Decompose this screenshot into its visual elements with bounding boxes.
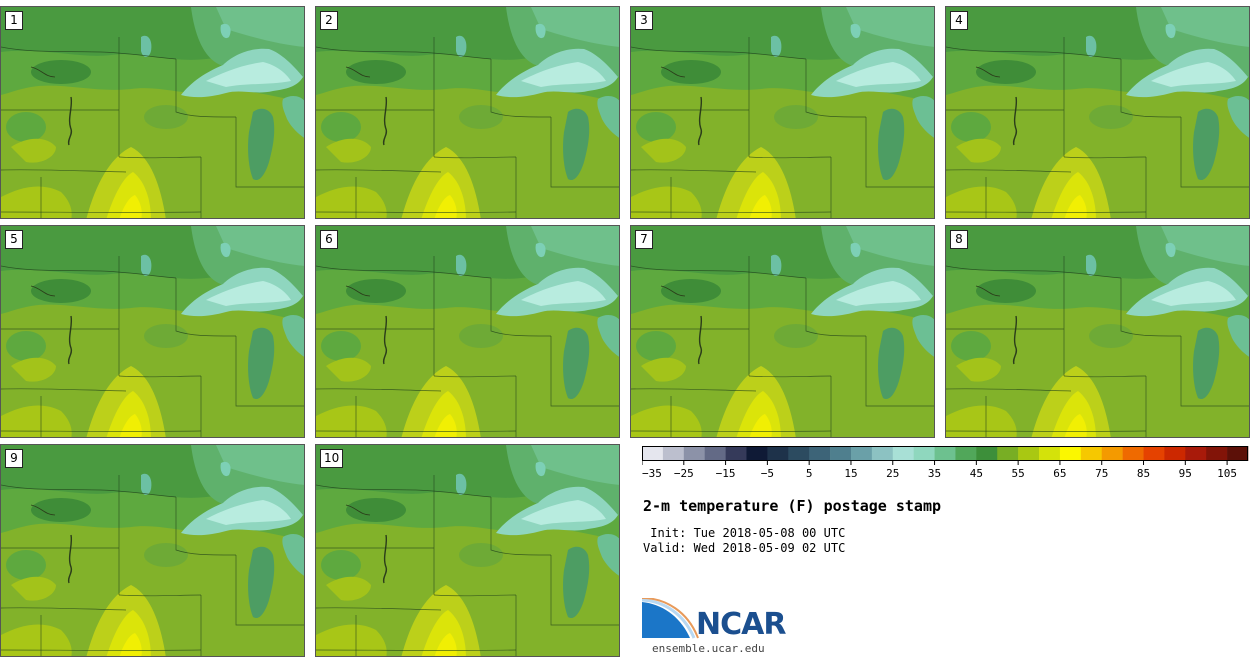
member-number-label: 5 [5, 230, 23, 249]
member-number-label: 4 [950, 11, 968, 30]
temperature-map [316, 445, 620, 657]
temperature-map [316, 226, 620, 438]
ensemble-member-panel-9: 9 [0, 444, 305, 657]
colorbar-tick-label: −25 [674, 467, 694, 480]
member-number-label: 8 [950, 230, 968, 249]
ensemble-member-panel-2: 2 [315, 6, 620, 219]
colorbar-tick-label: 95 [1179, 467, 1192, 480]
colorbar-swatch [809, 446, 831, 461]
ensemble-member-panel-5: 5 [0, 225, 305, 438]
site-url: ensemble.ucar.edu [652, 642, 765, 655]
colorbar-swatch [934, 446, 956, 461]
colorbar-tick-label: 45 [970, 467, 983, 480]
ensemble-member-panel-4: 4 [945, 6, 1250, 219]
colorbar-swatch [1206, 446, 1228, 461]
colorbar-swatch [1143, 446, 1165, 461]
temperature-map [1, 445, 305, 657]
colorbar-swatch [913, 446, 935, 461]
colorbar-swatch [850, 446, 873, 461]
colorbar-swatch [683, 446, 705, 461]
temperature-map [316, 7, 620, 219]
temperature-map [946, 226, 1250, 438]
colorbar-swatch [725, 446, 747, 461]
temperature-colorbar: −35−25−15−55152535455565758595105115 [642, 446, 1249, 480]
member-number-label: 10 [320, 449, 344, 468]
colorbar-swatch [1039, 446, 1061, 461]
colorbar-tick-label: 75 [1095, 467, 1108, 480]
colorbar-swatch [1059, 446, 1082, 461]
colorbar-tick-label: 35 [928, 467, 941, 480]
colorbar-swatch [1080, 446, 1103, 461]
colorbar-tick-label: −15 [716, 467, 736, 480]
temperature-map [631, 226, 935, 438]
temperature-map [946, 7, 1250, 219]
member-number-label: 2 [320, 11, 338, 30]
member-number-label: 3 [635, 11, 653, 30]
ensemble-member-panel-1: 1 [0, 6, 305, 219]
colorbar-swatch [976, 446, 998, 461]
ncar-logo-icon [642, 598, 699, 639]
member-number-label: 6 [320, 230, 338, 249]
ensemble-member-panel-10: 10 [315, 444, 620, 657]
member-number-label: 1 [5, 11, 23, 30]
colorbar-tick-label: −35 [642, 467, 662, 480]
colorbar-tick-label: 55 [1012, 467, 1025, 480]
temperature-map [1, 226, 305, 438]
colorbar-swatch [997, 446, 1019, 461]
colorbar-swatch [767, 446, 789, 461]
member-number-label: 9 [5, 449, 23, 468]
ensemble-member-panel-3: 3 [630, 6, 935, 219]
colorbar-tick-label: 5 [806, 467, 813, 480]
member-number-label: 7 [635, 230, 653, 249]
colorbar-tick-label: 25 [886, 467, 899, 480]
ensemble-member-panel-7: 7 [630, 225, 935, 438]
colorbar-swatch [1185, 446, 1207, 461]
colorbar-swatch [788, 446, 810, 461]
colorbar-swatch [1101, 446, 1123, 461]
colorbar-tick-label: 15 [844, 467, 857, 480]
colorbar-swatch [1164, 446, 1186, 461]
colorbar-swatch [1018, 446, 1040, 461]
temperature-map [631, 7, 935, 219]
colorbar-tick-label: −5 [761, 467, 774, 480]
colorbar-swatch [746, 446, 768, 461]
colorbar-swatch [892, 446, 914, 461]
temperature-map [1, 7, 305, 219]
colorbar-tick-label: 65 [1053, 467, 1066, 480]
colorbar-swatch [871, 446, 894, 461]
chart-title: 2-m temperature (F) postage stamp [643, 497, 942, 515]
colorbar-swatch [662, 446, 685, 461]
colorbar-tick-label: 105 [1217, 467, 1237, 480]
ensemble-member-panel-6: 6 [315, 225, 620, 438]
colorbar-swatch [1122, 446, 1144, 461]
valid-time: Valid: Wed 2018-05-09 02 UTC [643, 541, 846, 555]
colorbar-swatch [955, 446, 977, 461]
colorbar-tick-label: 85 [1137, 467, 1150, 480]
colorbar-swatch [830, 446, 852, 461]
colorbar-swatch [704, 446, 726, 461]
ncar-logo-text: NCAR [696, 607, 786, 642]
colorbar-swatch [642, 446, 664, 461]
colorbar-swatch [1227, 446, 1249, 461]
ensemble-member-panel-8: 8 [945, 225, 1250, 438]
init-time: Init: Tue 2018-05-08 00 UTC [643, 526, 846, 540]
